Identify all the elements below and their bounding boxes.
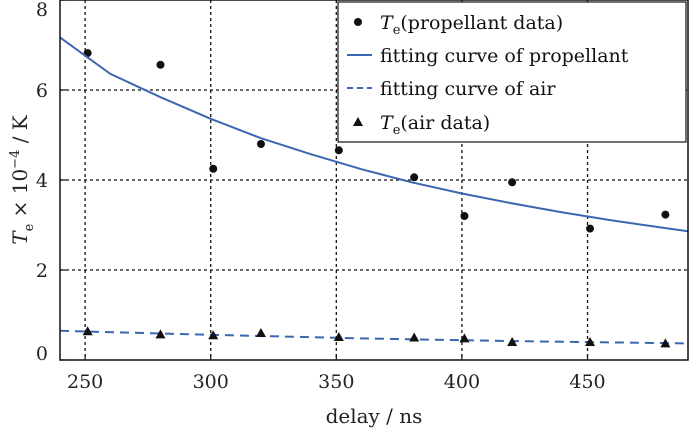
data-point-air [208,330,219,340]
y-tick-label: 0 [36,343,48,365]
x-tick-label: 350 [318,371,354,393]
data-point-propellant [334,146,343,155]
data-point-propellant [256,140,265,148]
data-point-air [409,332,420,342]
series-line-fitting-curve-of-propellant [59,36,689,233]
data-point-propellant [410,173,419,182]
x-axis-label: delay / ns [326,404,423,428]
series-layer [59,36,689,348]
legend-entry-air-fit: fitting curve of air [380,78,556,100]
data-point-propellant [661,210,670,219]
y-axis-label: Te × 10−4 / K [8,114,37,245]
legend-marker-air-data [353,117,363,126]
legend-entry-propellant-data: Te(propellant data) [380,12,563,38]
legend-entry-propellant-fit: fitting curve of propellant [380,45,629,67]
y-axis-label-unit: / K [8,114,32,149]
axis-ticks: 250 300 350 400 450 0 2 4 6 8 [36,0,606,393]
data-point-air [660,338,671,348]
data-point-propellant [508,178,517,187]
x-tick-label: 450 [569,371,605,393]
legend: Te(propellant data) fitting curve of pro… [337,1,687,143]
y-axis-label-symbol: T [8,230,32,245]
data-point-propellant [156,60,165,69]
legend-box [337,1,687,143]
data-point-air [507,337,518,346]
x-tick-label: 250 [67,371,103,393]
data-point-propellant [460,212,469,220]
y-tick-label: 4 [36,170,48,192]
data-point-air [333,332,344,342]
data-point-air [585,337,596,346]
data-point-propellant [586,224,595,233]
data-point-air [155,329,166,339]
y-tick-label: 8 [36,0,48,21]
y-tick-label: 2 [36,260,48,282]
x-tick-label: 300 [193,371,229,393]
data-point-air [459,333,470,343]
y-tick-label: 6 [36,80,48,102]
data-point-air [82,326,93,336]
y-axis-label-multiplier: × 10 [8,169,32,224]
data-point-propellant [209,164,218,173]
y-axis-label-exponent: −4 [8,150,23,169]
y-axis-label-subscript: e [22,223,37,231]
legend-entry-air-data: Te(air data) [380,112,490,138]
legend-marker-propellant-data [354,18,362,26]
series-line-fitting-curve-of-air [59,329,689,345]
x-tick-label: 400 [444,371,480,393]
data-point-air [255,328,266,337]
